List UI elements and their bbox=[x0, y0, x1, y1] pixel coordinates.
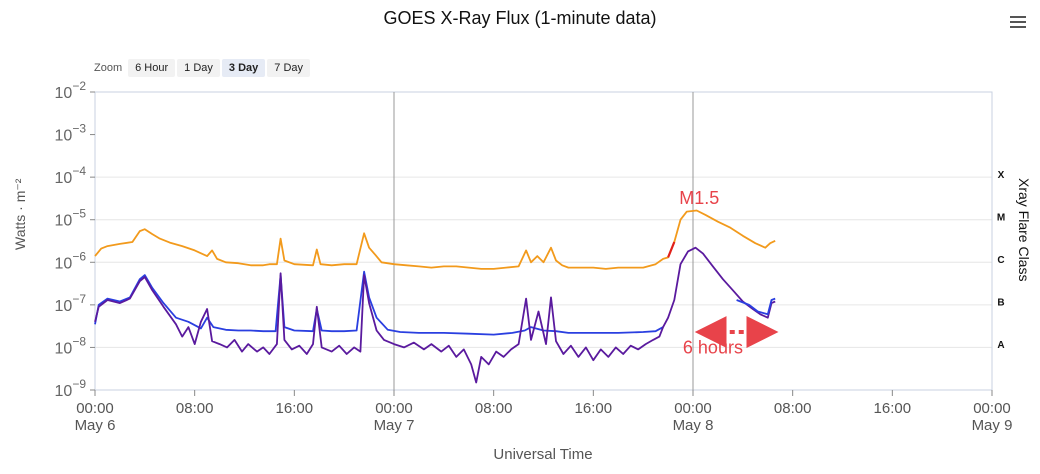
x-axis-label: Universal Time bbox=[493, 446, 593, 463]
y-tick-label: 10−5 bbox=[55, 207, 87, 230]
zoom-6-hour-button[interactable]: 6 Hour bbox=[128, 59, 176, 77]
zoom-bar: Zoom 6 Hour 1 Day 3 Day 7 Day bbox=[94, 58, 312, 78]
x-tick-date: May 7 bbox=[374, 417, 415, 434]
x-tick-label: 00:00 bbox=[76, 400, 114, 417]
annotation-label: M1.5 bbox=[679, 188, 719, 208]
annotation-label: 6 hours bbox=[683, 337, 743, 357]
flare-class-label: A bbox=[997, 340, 1004, 351]
series-highlight bbox=[667, 241, 676, 258]
y-tick-label: 10−6 bbox=[55, 249, 87, 272]
series-line-short-upper- bbox=[94, 246, 776, 384]
y-tick-label: 10−4 bbox=[55, 164, 87, 187]
zoom-label: Zoom bbox=[94, 62, 123, 74]
series-line-short-late- bbox=[736, 297, 776, 316]
x-tick-date: May 9 bbox=[972, 417, 1013, 434]
x-tick-label: 08:00 bbox=[475, 400, 513, 417]
flare-class-label: M bbox=[997, 212, 1005, 223]
series-line-long bbox=[94, 209, 776, 270]
menu-icon[interactable] bbox=[1008, 14, 1028, 34]
x-tick-label: 00:00 bbox=[674, 400, 712, 417]
plot-border bbox=[94, 91, 993, 391]
y-tick-label: 10−2 bbox=[55, 79, 87, 102]
y-tick-label: 10−7 bbox=[55, 292, 87, 315]
x-tick-label: 16:00 bbox=[874, 400, 912, 417]
x-tick-date: May 8 bbox=[673, 417, 714, 434]
y-axis-label: Watts · m⁻² bbox=[12, 178, 28, 250]
series-line-short bbox=[94, 270, 664, 336]
zoom-7-day-button[interactable]: 7 Day bbox=[267, 59, 311, 77]
y-tick-label: 10−8 bbox=[55, 334, 87, 357]
right-axis-label: Xray Flare Class bbox=[1016, 178, 1032, 282]
x-tick-label: 16:00 bbox=[575, 400, 613, 417]
zoom-3-day-button[interactable]: 3 Day bbox=[221, 59, 266, 77]
flare-class-label: C bbox=[997, 255, 1004, 266]
x-tick-date: May 6 bbox=[75, 417, 116, 434]
chart-title: GOES X-Ray Flux (1-minute data) bbox=[383, 8, 657, 28]
y-tick-label: 10−3 bbox=[55, 122, 87, 145]
zoom-1-day-button[interactable]: 1 Day bbox=[177, 59, 220, 77]
flare-class-label: B bbox=[997, 298, 1004, 309]
flare-class-label: X bbox=[998, 170, 1005, 181]
x-tick-label: 08:00 bbox=[176, 400, 214, 417]
x-tick-label: 16:00 bbox=[276, 400, 314, 417]
x-tick-label: 08:00 bbox=[774, 400, 812, 417]
x-tick-label: 00:00 bbox=[973, 400, 1011, 417]
x-tick-label: 00:00 bbox=[375, 400, 413, 417]
y-tick-label: 10−9 bbox=[55, 377, 87, 400]
